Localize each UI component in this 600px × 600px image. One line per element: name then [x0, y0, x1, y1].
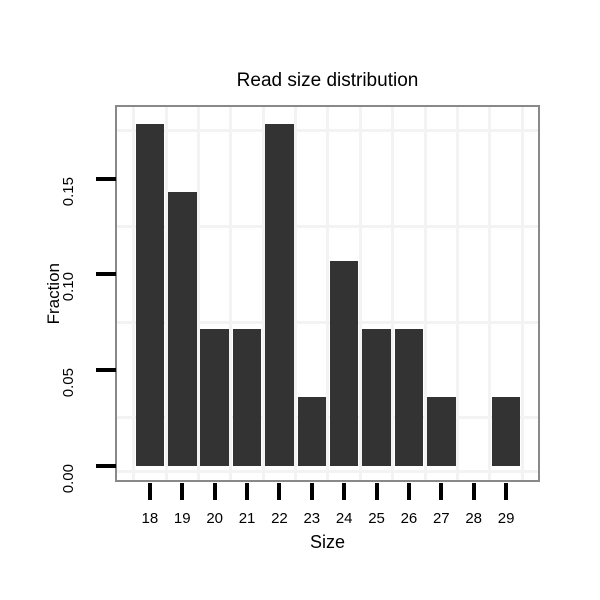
bar	[200, 329, 229, 466]
chart-title: Read size distribution	[236, 70, 419, 91]
x-tick-label: 27	[432, 510, 450, 527]
v-gridline	[294, 107, 298, 480]
bar	[232, 329, 262, 466]
bar	[297, 397, 327, 466]
x-tick	[212, 483, 217, 500]
x-tick	[180, 483, 185, 500]
x-tick	[504, 483, 509, 500]
bar	[135, 123, 165, 466]
x-tick-label: 26	[400, 510, 418, 527]
h-gridline	[117, 320, 538, 324]
v-gridline	[520, 107, 524, 480]
v-gridline	[261, 107, 265, 480]
v-gridline	[196, 107, 200, 480]
x-tick	[374, 483, 379, 500]
x-tick	[245, 483, 250, 500]
v-gridline	[132, 107, 136, 480]
v-gridline	[391, 107, 395, 480]
bar	[265, 123, 294, 466]
y-tick	[96, 272, 116, 277]
h-gridline	[117, 129, 538, 133]
v-gridline	[456, 107, 459, 480]
y-axis-title-wrap: Fraction	[44, 107, 64, 480]
bar	[427, 397, 456, 466]
h-gridline	[117, 416, 538, 420]
bar	[491, 397, 521, 466]
x-tick	[309, 483, 314, 500]
x-tick	[406, 483, 411, 500]
bar	[168, 192, 197, 466]
h-gridline	[117, 469, 538, 473]
x-tick-label: 24	[335, 510, 353, 527]
x-tick	[342, 483, 347, 500]
v-gridline	[358, 107, 362, 480]
bar	[394, 329, 424, 466]
y-tick	[96, 176, 116, 181]
v-gridline	[488, 107, 492, 480]
x-tick-label: 29	[497, 510, 515, 527]
x-tick-label: 19	[173, 510, 191, 527]
x-tick-label: 25	[368, 510, 385, 527]
bar	[329, 260, 359, 466]
x-tick-label: 23	[303, 510, 321, 527]
x-tick-label: 28	[465, 510, 483, 527]
y-axis-title: Fraction	[44, 262, 63, 325]
y-tick	[96, 463, 116, 468]
v-gridline	[423, 107, 427, 480]
v-gridline	[229, 107, 233, 480]
bar	[362, 329, 391, 466]
x-axis-title: Size	[309, 532, 345, 552]
x-tick-label: 18	[141, 510, 159, 527]
v-gridline	[164, 107, 168, 480]
bars-layer	[117, 107, 538, 480]
grid-layer	[117, 107, 538, 480]
plot-panel	[115, 105, 540, 482]
x-tick	[471, 483, 476, 500]
h-gridline	[117, 225, 538, 229]
x-tick-label: 22	[271, 510, 288, 527]
x-tick	[277, 483, 282, 500]
y-tick	[96, 368, 116, 373]
v-gridline	[326, 107, 330, 480]
x-tick-label: 21	[238, 510, 256, 527]
x-tick	[439, 483, 444, 500]
x-tick-label: 20	[206, 510, 223, 527]
x-tick	[147, 483, 152, 500]
